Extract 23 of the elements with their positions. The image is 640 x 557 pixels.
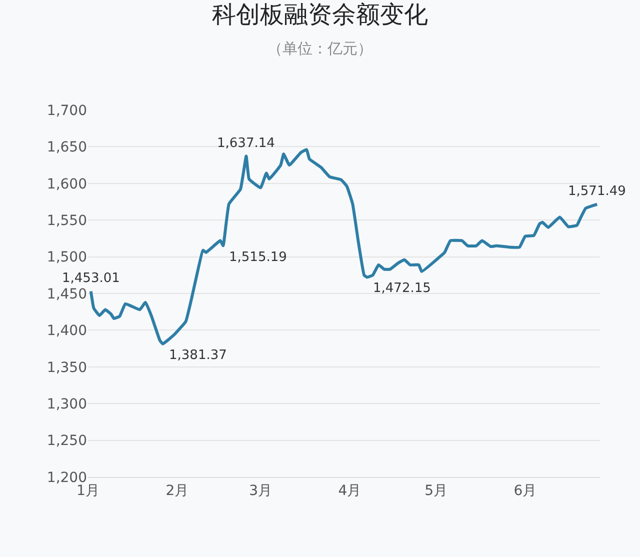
annotation: 1,453.01 xyxy=(62,271,120,286)
y-tick-label: 1,600 xyxy=(46,176,87,192)
annotation: 1,571.49 xyxy=(568,184,626,199)
annotation: 1,472.15 xyxy=(373,281,431,296)
chart-title: 科创板融资余额变化 xyxy=(212,0,428,28)
chart-subtitle: （单位：亿元） xyxy=(268,39,372,58)
y-tick-label: 1,500 xyxy=(46,250,87,266)
y-tick-label: 1,700 xyxy=(46,102,87,119)
x-tick-label: 3月 xyxy=(249,482,272,499)
annotation: 1,637.14 xyxy=(217,136,275,151)
y-tick-label: 1,350 xyxy=(46,360,87,376)
y-tick-label: 1,300 xyxy=(46,396,87,412)
x-tick-label: 2月 xyxy=(166,482,189,499)
annotation: 1,381.37 xyxy=(169,348,227,363)
y-tick-label: 1,400 xyxy=(46,323,87,340)
y-tick-label: 1,650 xyxy=(46,140,87,156)
y-tick-label: 1,250 xyxy=(46,433,87,450)
y-tick-label: 1,450 xyxy=(46,286,87,302)
annotation: 1,515.19 xyxy=(229,250,287,265)
y-tick-label: 1,550 xyxy=(46,213,87,229)
x-tick-label: 5月 xyxy=(424,482,448,499)
x-tick-label: 6月 xyxy=(514,482,537,499)
x-tick-label: 4月 xyxy=(338,482,362,499)
